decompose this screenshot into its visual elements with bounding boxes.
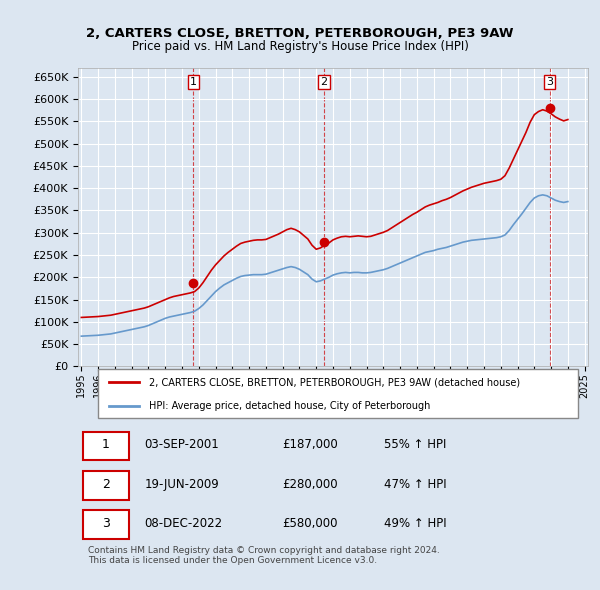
Text: 47% ↑ HPI: 47% ↑ HPI: [384, 477, 446, 490]
FancyBboxPatch shape: [83, 431, 129, 460]
Text: 08-DEC-2022: 08-DEC-2022: [145, 517, 223, 530]
Text: 1: 1: [102, 438, 110, 451]
Text: 2: 2: [102, 477, 110, 490]
Text: 3: 3: [102, 517, 110, 530]
Text: 2: 2: [320, 77, 328, 87]
Text: 55% ↑ HPI: 55% ↑ HPI: [384, 438, 446, 451]
FancyBboxPatch shape: [98, 369, 578, 418]
Text: Contains HM Land Registry data © Crown copyright and database right 2024.
This d: Contains HM Land Registry data © Crown c…: [88, 546, 440, 565]
Text: £580,000: £580,000: [282, 517, 337, 530]
FancyBboxPatch shape: [83, 471, 129, 500]
Text: 1: 1: [190, 77, 197, 87]
Text: 2, CARTERS CLOSE, BRETTON, PETERBOROUGH, PE3 9AW (detached house): 2, CARTERS CLOSE, BRETTON, PETERBOROUGH,…: [149, 378, 521, 388]
Text: HPI: Average price, detached house, City of Peterborough: HPI: Average price, detached house, City…: [149, 401, 431, 411]
Text: 19-JUN-2009: 19-JUN-2009: [145, 477, 219, 490]
Text: 49% ↑ HPI: 49% ↑ HPI: [384, 517, 446, 530]
Text: Price paid vs. HM Land Registry's House Price Index (HPI): Price paid vs. HM Land Registry's House …: [131, 40, 469, 53]
Text: 03-SEP-2001: 03-SEP-2001: [145, 438, 219, 451]
Text: 2, CARTERS CLOSE, BRETTON, PETERBOROUGH, PE3 9AW: 2, CARTERS CLOSE, BRETTON, PETERBOROUGH,…: [86, 27, 514, 40]
FancyBboxPatch shape: [83, 510, 129, 539]
Text: £280,000: £280,000: [282, 477, 338, 490]
Text: 3: 3: [546, 77, 553, 87]
Text: £187,000: £187,000: [282, 438, 338, 451]
